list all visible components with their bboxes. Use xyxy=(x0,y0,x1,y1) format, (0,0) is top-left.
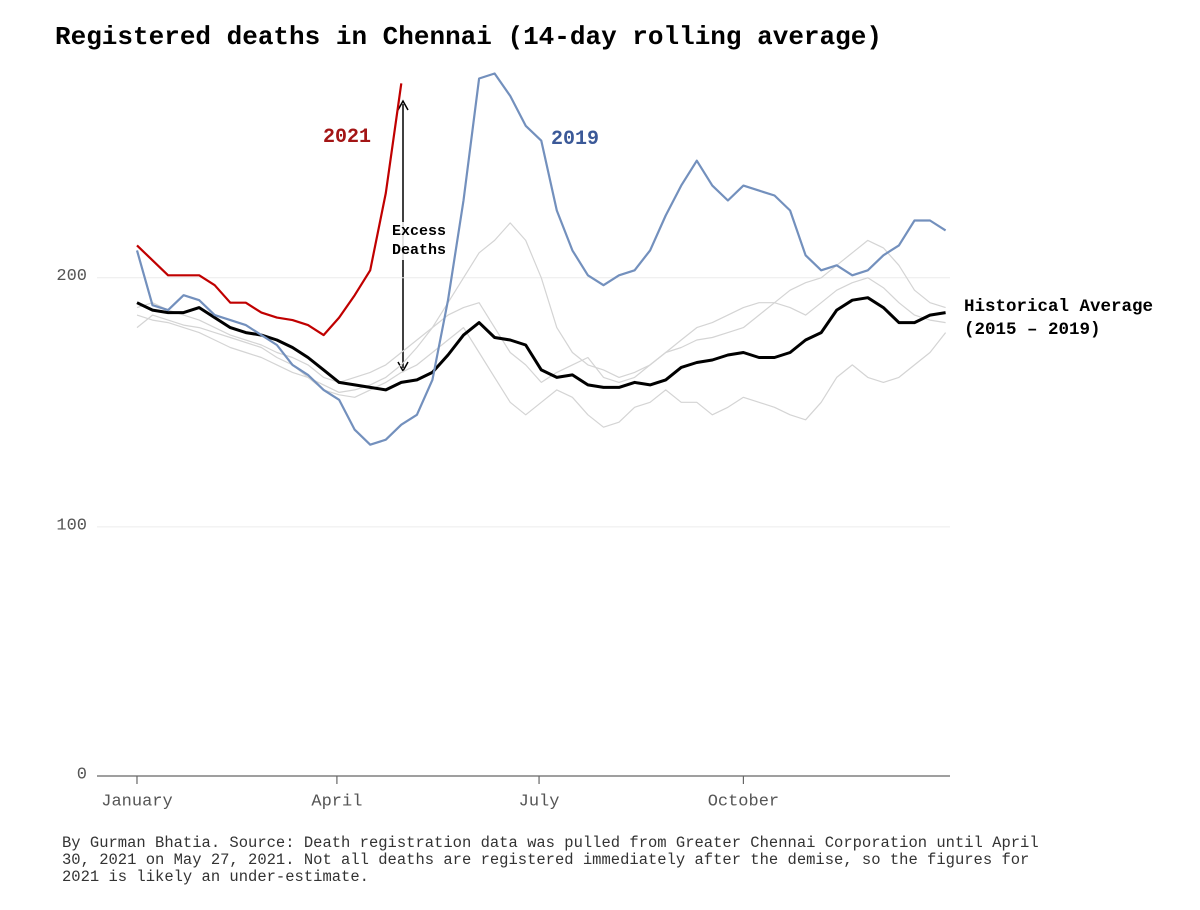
series-label: Historical Average (2015 – 2019) xyxy=(964,297,1154,340)
annotation: Excess Deaths xyxy=(388,222,450,260)
series-label: 2021 xyxy=(323,126,372,149)
series-line xyxy=(136,314,947,428)
y-tick-label: 200 xyxy=(56,267,87,286)
series-line xyxy=(136,83,403,337)
x-tick-label: October xyxy=(708,792,779,811)
series-line xyxy=(136,277,946,383)
x-tick-label: April xyxy=(311,792,362,811)
series-line xyxy=(136,222,946,393)
source-note: By Gurman Bhatia. Source: Death registra… xyxy=(62,834,1039,886)
chart-title: Registered deaths in Chennai (14-day rol… xyxy=(55,22,882,52)
y-tick-label: 100 xyxy=(56,516,87,535)
series-line xyxy=(136,296,946,392)
series-label: 2019 xyxy=(551,128,600,151)
x-tick-label: July xyxy=(519,792,560,811)
series-line xyxy=(135,72,947,446)
x-tick-label: January xyxy=(101,792,172,811)
y-tick-label: 0 xyxy=(77,765,87,784)
